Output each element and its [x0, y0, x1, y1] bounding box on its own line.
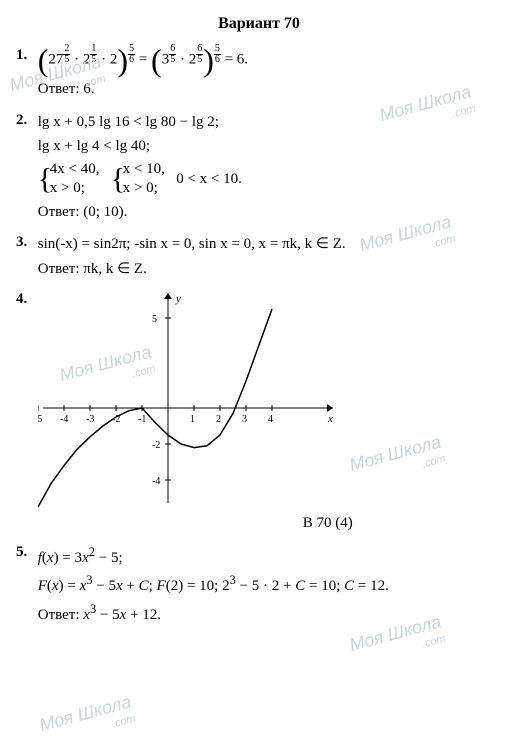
eq-line: lg x + 0,5 lg 16 < lg 80 − lg 2;: [38, 111, 498, 134]
svg-text:3: 3: [242, 414, 247, 425]
svg-text:-4: -4: [60, 414, 68, 425]
problem-number: 2.: [16, 109, 34, 132]
answer-label: Ответ:: [38, 261, 84, 277]
problem-content: xy-5-4-3-2-112345-2-4 В 70 (4): [38, 288, 498, 535]
problem-1: 1. (2725 · 215 · 2)56 = (365 · 265)56 = …: [16, 44, 502, 103]
answer-label: Ответ:: [38, 607, 84, 623]
system-brace: x < 10, x > 0;: [111, 160, 165, 199]
answer-label: Ответ:: [38, 81, 84, 97]
problem-number: 4.: [16, 288, 34, 311]
eq-line: F(x) = x3 − 5x + C; F(2) = 10; 23 − 5 · …: [38, 571, 498, 598]
svg-text:2: 2: [216, 414, 221, 425]
eq-line: sin(-x) = sin2π; -sin x = 0, sin x = 0, …: [38, 233, 498, 256]
graph-caption: В 70 (4): [158, 512, 498, 535]
problem-number: 3.: [16, 231, 34, 254]
svg-text:-2: -2: [152, 440, 160, 451]
problem-number: 5.: [16, 541, 34, 564]
svg-text:y: y: [175, 293, 181, 305]
base: 27: [48, 51, 63, 67]
svg-text:x: x: [327, 413, 333, 425]
answer-label: Ответ:: [38, 204, 84, 220]
problem-5: 5. f(x) = 3x2 − 5; F(x) = x3 − 5x + C; F…: [16, 541, 502, 629]
problem-2: 2. lg x + 0,5 lg 16 < lg 80 − lg 2; lg x…: [16, 109, 502, 226]
eq-line: f(x) = 3x2 − 5;: [38, 543, 498, 570]
problem-content: (2725 · 215 · 2)56 = (365 · 265)56 = 6. …: [38, 44, 498, 103]
svg-text:-3: -3: [86, 414, 94, 425]
svg-text:-1: -1: [138, 414, 146, 425]
eq-line: lg x + lg 4 < lg 40;: [38, 135, 498, 158]
function-graph: xy-5-4-3-2-112345-2-4: [38, 288, 338, 508]
svg-text:-5: -5: [38, 414, 42, 425]
answer-value: πk, k ∈ Z.: [83, 261, 147, 277]
problem-3: 3. sin(-x) = sin2π; -sin x = 0, sin x = …: [16, 231, 502, 282]
svg-text:4: 4: [268, 414, 273, 425]
answer-value: x3 − 5x + 12.: [83, 607, 161, 623]
page-title: Вариант 70: [16, 12, 502, 36]
problem-content: lg x + 0,5 lg 16 < lg 80 − lg 2; lg x + …: [38, 109, 498, 226]
chain-result: 0 < x < 10.: [176, 170, 242, 186]
problem-4: 4. xy-5-4-3-2-112345-2-4 В 70 (4): [16, 288, 502, 535]
problem-number: 1.: [16, 44, 34, 67]
svg-text:5: 5: [152, 314, 157, 325]
system-brace: 4x < 40, x > 0;: [38, 160, 100, 199]
answer-value: (0; 10).: [83, 204, 127, 220]
svg-text:-4: -4: [152, 476, 160, 487]
answer-value: 6.: [83, 81, 94, 97]
problem-content: f(x) = 3x2 − 5; F(x) = x3 − 5x + C; F(2)…: [38, 541, 498, 629]
svg-text:1: 1: [190, 414, 195, 425]
problem-content: sin(-x) = sin2π; -sin x = 0, sin x = 0, …: [38, 231, 498, 282]
